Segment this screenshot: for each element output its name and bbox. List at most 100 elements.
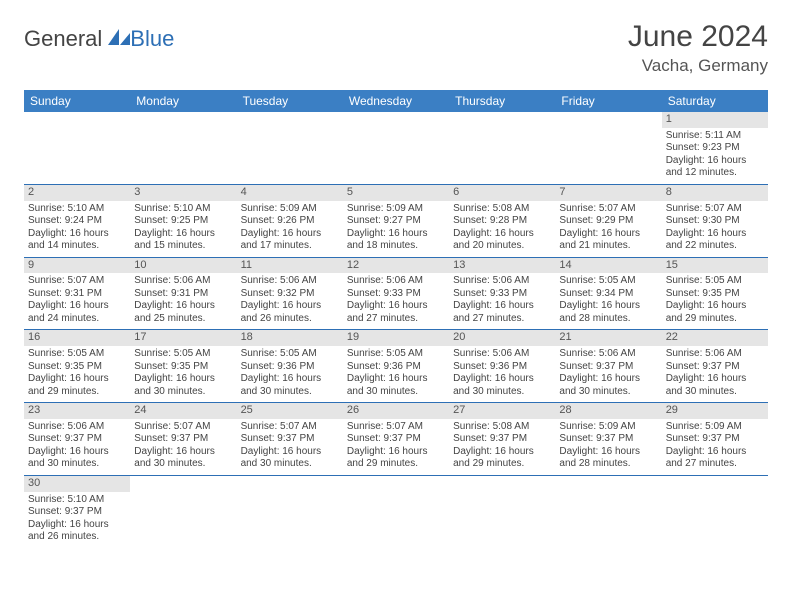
calendar-cell: 6Sunrise: 5:08 AMSunset: 9:28 PMDaylight…	[449, 184, 555, 257]
location: Vacha, Germany	[628, 56, 768, 76]
sunrise-text: Sunrise: 5:07 AM	[241, 421, 339, 434]
sunset-text: Sunset: 9:28 PM	[453, 215, 551, 228]
calendar-cell: 18Sunrise: 5:05 AMSunset: 9:36 PMDayligh…	[237, 330, 343, 403]
daylight-text: Daylight: 16 hours and 20 minutes.	[453, 228, 551, 253]
calendar-cell	[343, 475, 449, 547]
sunrise-text: Sunrise: 5:05 AM	[347, 348, 445, 361]
calendar-cell: 2Sunrise: 5:10 AMSunset: 9:24 PMDaylight…	[24, 184, 130, 257]
day-number: 25	[237, 403, 343, 419]
sunset-text: Sunset: 9:24 PM	[28, 215, 126, 228]
daylight-text: Daylight: 16 hours and 21 minutes.	[559, 228, 657, 253]
day-number: 9	[24, 258, 130, 274]
calendar-cell: 13Sunrise: 5:06 AMSunset: 9:33 PMDayligh…	[449, 257, 555, 330]
day-number: 30	[24, 476, 130, 492]
day-number: 8	[662, 185, 768, 201]
title-block: June 2024 Vacha, Germany	[628, 20, 768, 76]
sunset-text: Sunset: 9:26 PM	[241, 215, 339, 228]
day-number: 5	[343, 185, 449, 201]
day-number: 10	[130, 258, 236, 274]
sunrise-text: Sunrise: 5:07 AM	[347, 421, 445, 434]
daylight-text: Daylight: 16 hours and 14 minutes.	[28, 228, 126, 253]
sunset-text: Sunset: 9:36 PM	[453, 361, 551, 374]
day-number: 2	[24, 185, 130, 201]
calendar-cell: 25Sunrise: 5:07 AMSunset: 9:37 PMDayligh…	[237, 403, 343, 476]
calendar-cell	[237, 475, 343, 547]
calendar-cell: 15Sunrise: 5:05 AMSunset: 9:35 PMDayligh…	[662, 257, 768, 330]
daylight-text: Daylight: 16 hours and 30 minutes.	[134, 373, 232, 398]
sunrise-text: Sunrise: 5:07 AM	[666, 203, 764, 216]
daylight-text: Daylight: 16 hours and 29 minutes.	[453, 446, 551, 471]
calendar-cell: 12Sunrise: 5:06 AMSunset: 9:33 PMDayligh…	[343, 257, 449, 330]
day-number: 28	[555, 403, 661, 419]
day-number: 15	[662, 258, 768, 274]
weekday-header: Thursday	[449, 90, 555, 112]
day-number: 16	[24, 330, 130, 346]
calendar-cell: 24Sunrise: 5:07 AMSunset: 9:37 PMDayligh…	[130, 403, 236, 476]
sunset-text: Sunset: 9:37 PM	[666, 361, 764, 374]
sunrise-text: Sunrise: 5:06 AM	[28, 421, 126, 434]
sunrise-text: Sunrise: 5:06 AM	[666, 348, 764, 361]
calendar-cell	[449, 475, 555, 547]
sunrise-text: Sunrise: 5:06 AM	[347, 275, 445, 288]
daylight-text: Daylight: 16 hours and 24 minutes.	[28, 300, 126, 325]
sunrise-text: Sunrise: 5:06 AM	[559, 348, 657, 361]
logo-text-blue: Blue	[130, 26, 174, 52]
sunset-text: Sunset: 9:31 PM	[134, 288, 232, 301]
calendar-cell	[555, 475, 661, 547]
day-number: 14	[555, 258, 661, 274]
sunrise-text: Sunrise: 5:06 AM	[453, 275, 551, 288]
daylight-text: Daylight: 16 hours and 30 minutes.	[241, 446, 339, 471]
calendar-cell: 26Sunrise: 5:07 AMSunset: 9:37 PMDayligh…	[343, 403, 449, 476]
sunset-text: Sunset: 9:37 PM	[559, 361, 657, 374]
calendar-cell: 14Sunrise: 5:05 AMSunset: 9:34 PMDayligh…	[555, 257, 661, 330]
calendar-cell: 17Sunrise: 5:05 AMSunset: 9:35 PMDayligh…	[130, 330, 236, 403]
calendar-cell	[449, 112, 555, 184]
sunset-text: Sunset: 9:37 PM	[134, 433, 232, 446]
daylight-text: Daylight: 16 hours and 27 minutes.	[453, 300, 551, 325]
daylight-text: Daylight: 16 hours and 30 minutes.	[28, 446, 126, 471]
sunrise-text: Sunrise: 5:05 AM	[666, 275, 764, 288]
calendar-cell: 22Sunrise: 5:06 AMSunset: 9:37 PMDayligh…	[662, 330, 768, 403]
daylight-text: Daylight: 16 hours and 29 minutes.	[666, 300, 764, 325]
day-number: 17	[130, 330, 236, 346]
sunrise-text: Sunrise: 5:05 AM	[559, 275, 657, 288]
daylight-text: Daylight: 16 hours and 30 minutes.	[347, 373, 445, 398]
weekday-header: Wednesday	[343, 90, 449, 112]
calendar-cell	[130, 475, 236, 547]
sunset-text: Sunset: 9:35 PM	[666, 288, 764, 301]
daylight-text: Daylight: 16 hours and 27 minutes.	[347, 300, 445, 325]
sunrise-text: Sunrise: 5:09 AM	[241, 203, 339, 216]
sunrise-text: Sunrise: 5:08 AM	[453, 421, 551, 434]
sunset-text: Sunset: 9:30 PM	[666, 215, 764, 228]
sunset-text: Sunset: 9:33 PM	[347, 288, 445, 301]
sunset-text: Sunset: 9:37 PM	[453, 433, 551, 446]
sunrise-text: Sunrise: 5:11 AM	[666, 130, 764, 143]
sunset-text: Sunset: 9:29 PM	[559, 215, 657, 228]
sunset-text: Sunset: 9:37 PM	[28, 506, 126, 519]
sunset-text: Sunset: 9:37 PM	[559, 433, 657, 446]
day-number: 20	[449, 330, 555, 346]
day-number: 13	[449, 258, 555, 274]
sunset-text: Sunset: 9:31 PM	[28, 288, 126, 301]
month-title: June 2024	[628, 20, 768, 54]
daylight-text: Daylight: 16 hours and 29 minutes.	[28, 373, 126, 398]
daylight-text: Daylight: 16 hours and 30 minutes.	[134, 446, 232, 471]
header: General Blue June 2024 Vacha, Germany	[24, 20, 768, 76]
calendar-cell: 20Sunrise: 5:06 AMSunset: 9:36 PMDayligh…	[449, 330, 555, 403]
sunset-text: Sunset: 9:37 PM	[28, 433, 126, 446]
calendar-cell: 1Sunrise: 5:11 AMSunset: 9:23 PMDaylight…	[662, 112, 768, 184]
daylight-text: Daylight: 16 hours and 28 minutes.	[559, 446, 657, 471]
day-number: 18	[237, 330, 343, 346]
daylight-text: Daylight: 16 hours and 12 minutes.	[666, 155, 764, 180]
calendar-cell: 8Sunrise: 5:07 AMSunset: 9:30 PMDaylight…	[662, 184, 768, 257]
calendar-cell: 7Sunrise: 5:07 AMSunset: 9:29 PMDaylight…	[555, 184, 661, 257]
sunrise-text: Sunrise: 5:07 AM	[559, 203, 657, 216]
sunset-text: Sunset: 9:36 PM	[241, 361, 339, 374]
calendar-cell	[555, 112, 661, 184]
sunrise-text: Sunrise: 5:05 AM	[241, 348, 339, 361]
sunset-text: Sunset: 9:35 PM	[134, 361, 232, 374]
daylight-text: Daylight: 16 hours and 28 minutes.	[559, 300, 657, 325]
calendar-cell: 11Sunrise: 5:06 AMSunset: 9:32 PMDayligh…	[237, 257, 343, 330]
day-number: 22	[662, 330, 768, 346]
sunset-text: Sunset: 9:36 PM	[347, 361, 445, 374]
